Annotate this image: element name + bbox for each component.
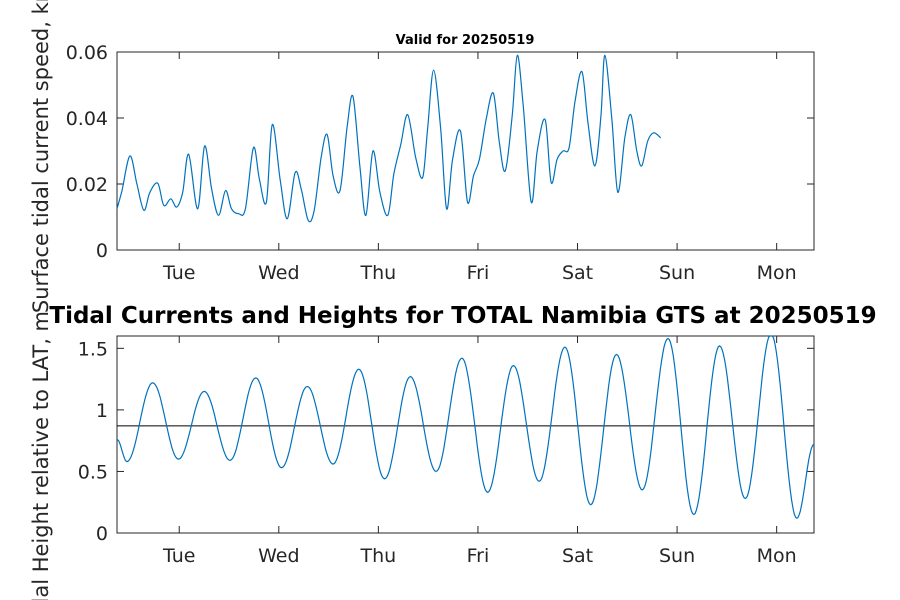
speed-y-tick-label: 0 <box>96 240 108 262</box>
height-x-tick-label: Wed <box>258 545 299 567</box>
height-y-tick-label: 1 <box>96 400 108 422</box>
speed-x-tick-label: Sun <box>659 262 695 284</box>
height-x-tick-label: Sun <box>659 545 695 567</box>
height-axis-ticks: 0 0.5 1 1.5 Tue Wed Thu Fri Sat Sun Mon <box>78 336 814 567</box>
height-x-tick-label: Sat <box>562 545 593 567</box>
speed-x-tick-label: Fri <box>467 262 490 284</box>
height-x-tick-label: Thu <box>360 545 397 567</box>
speed-plot-area <box>116 51 815 251</box>
height-x-tick-label: Mon <box>757 545 797 567</box>
height-y-tick-label: 0.5 <box>78 461 108 483</box>
speed-y-tick-label: 0.04 <box>66 108 108 130</box>
speed-y-tick-label: 0.06 <box>66 42 108 64</box>
speed-x-tick-label: Mon <box>757 262 797 284</box>
speed-y-tick-label: 0.02 <box>66 174 108 196</box>
speed-y-axis-label: Surface tidal current speed, kn <box>29 0 53 313</box>
height-y-tick-label: 0 <box>96 523 108 545</box>
speed-x-tick-label: Sat <box>562 262 593 284</box>
speed-chart-title: Valid for 20250519 <box>396 33 535 48</box>
height-series-line <box>116 335 815 519</box>
height-y-axis-label: Tidal Height relative to LAT, m <box>29 311 53 600</box>
speed-x-tick-label: Thu <box>360 262 397 284</box>
height-x-tick-label: Fri <box>467 545 490 567</box>
height-plot-area <box>116 335 815 534</box>
height-y-tick-label: 1.5 <box>78 338 108 360</box>
height-x-tick-label: Tue <box>162 545 195 567</box>
height-chart-title: Tidal Currents and Heights for TOTAL Nam… <box>49 303 876 329</box>
speed-x-tick-label: Tue <box>162 262 195 284</box>
speed-x-tick-label: Wed <box>258 262 299 284</box>
height-chart: 0 0.5 1 1.5 Tue Wed Thu Fri Sat Sun Mon Tidal Curr… <box>29 303 877 600</box>
speed-axis-ticks: 0 0.02 0.04 0.06 Tue Wed Thu Fri Sat Sun Mon <box>66 42 814 284</box>
speed-series-line <box>116 54 662 223</box>
speed-chart: 0 0.02 0.04 0.06 Tue Wed Thu Fri Sat Sun Mon Valid… <box>29 0 815 313</box>
